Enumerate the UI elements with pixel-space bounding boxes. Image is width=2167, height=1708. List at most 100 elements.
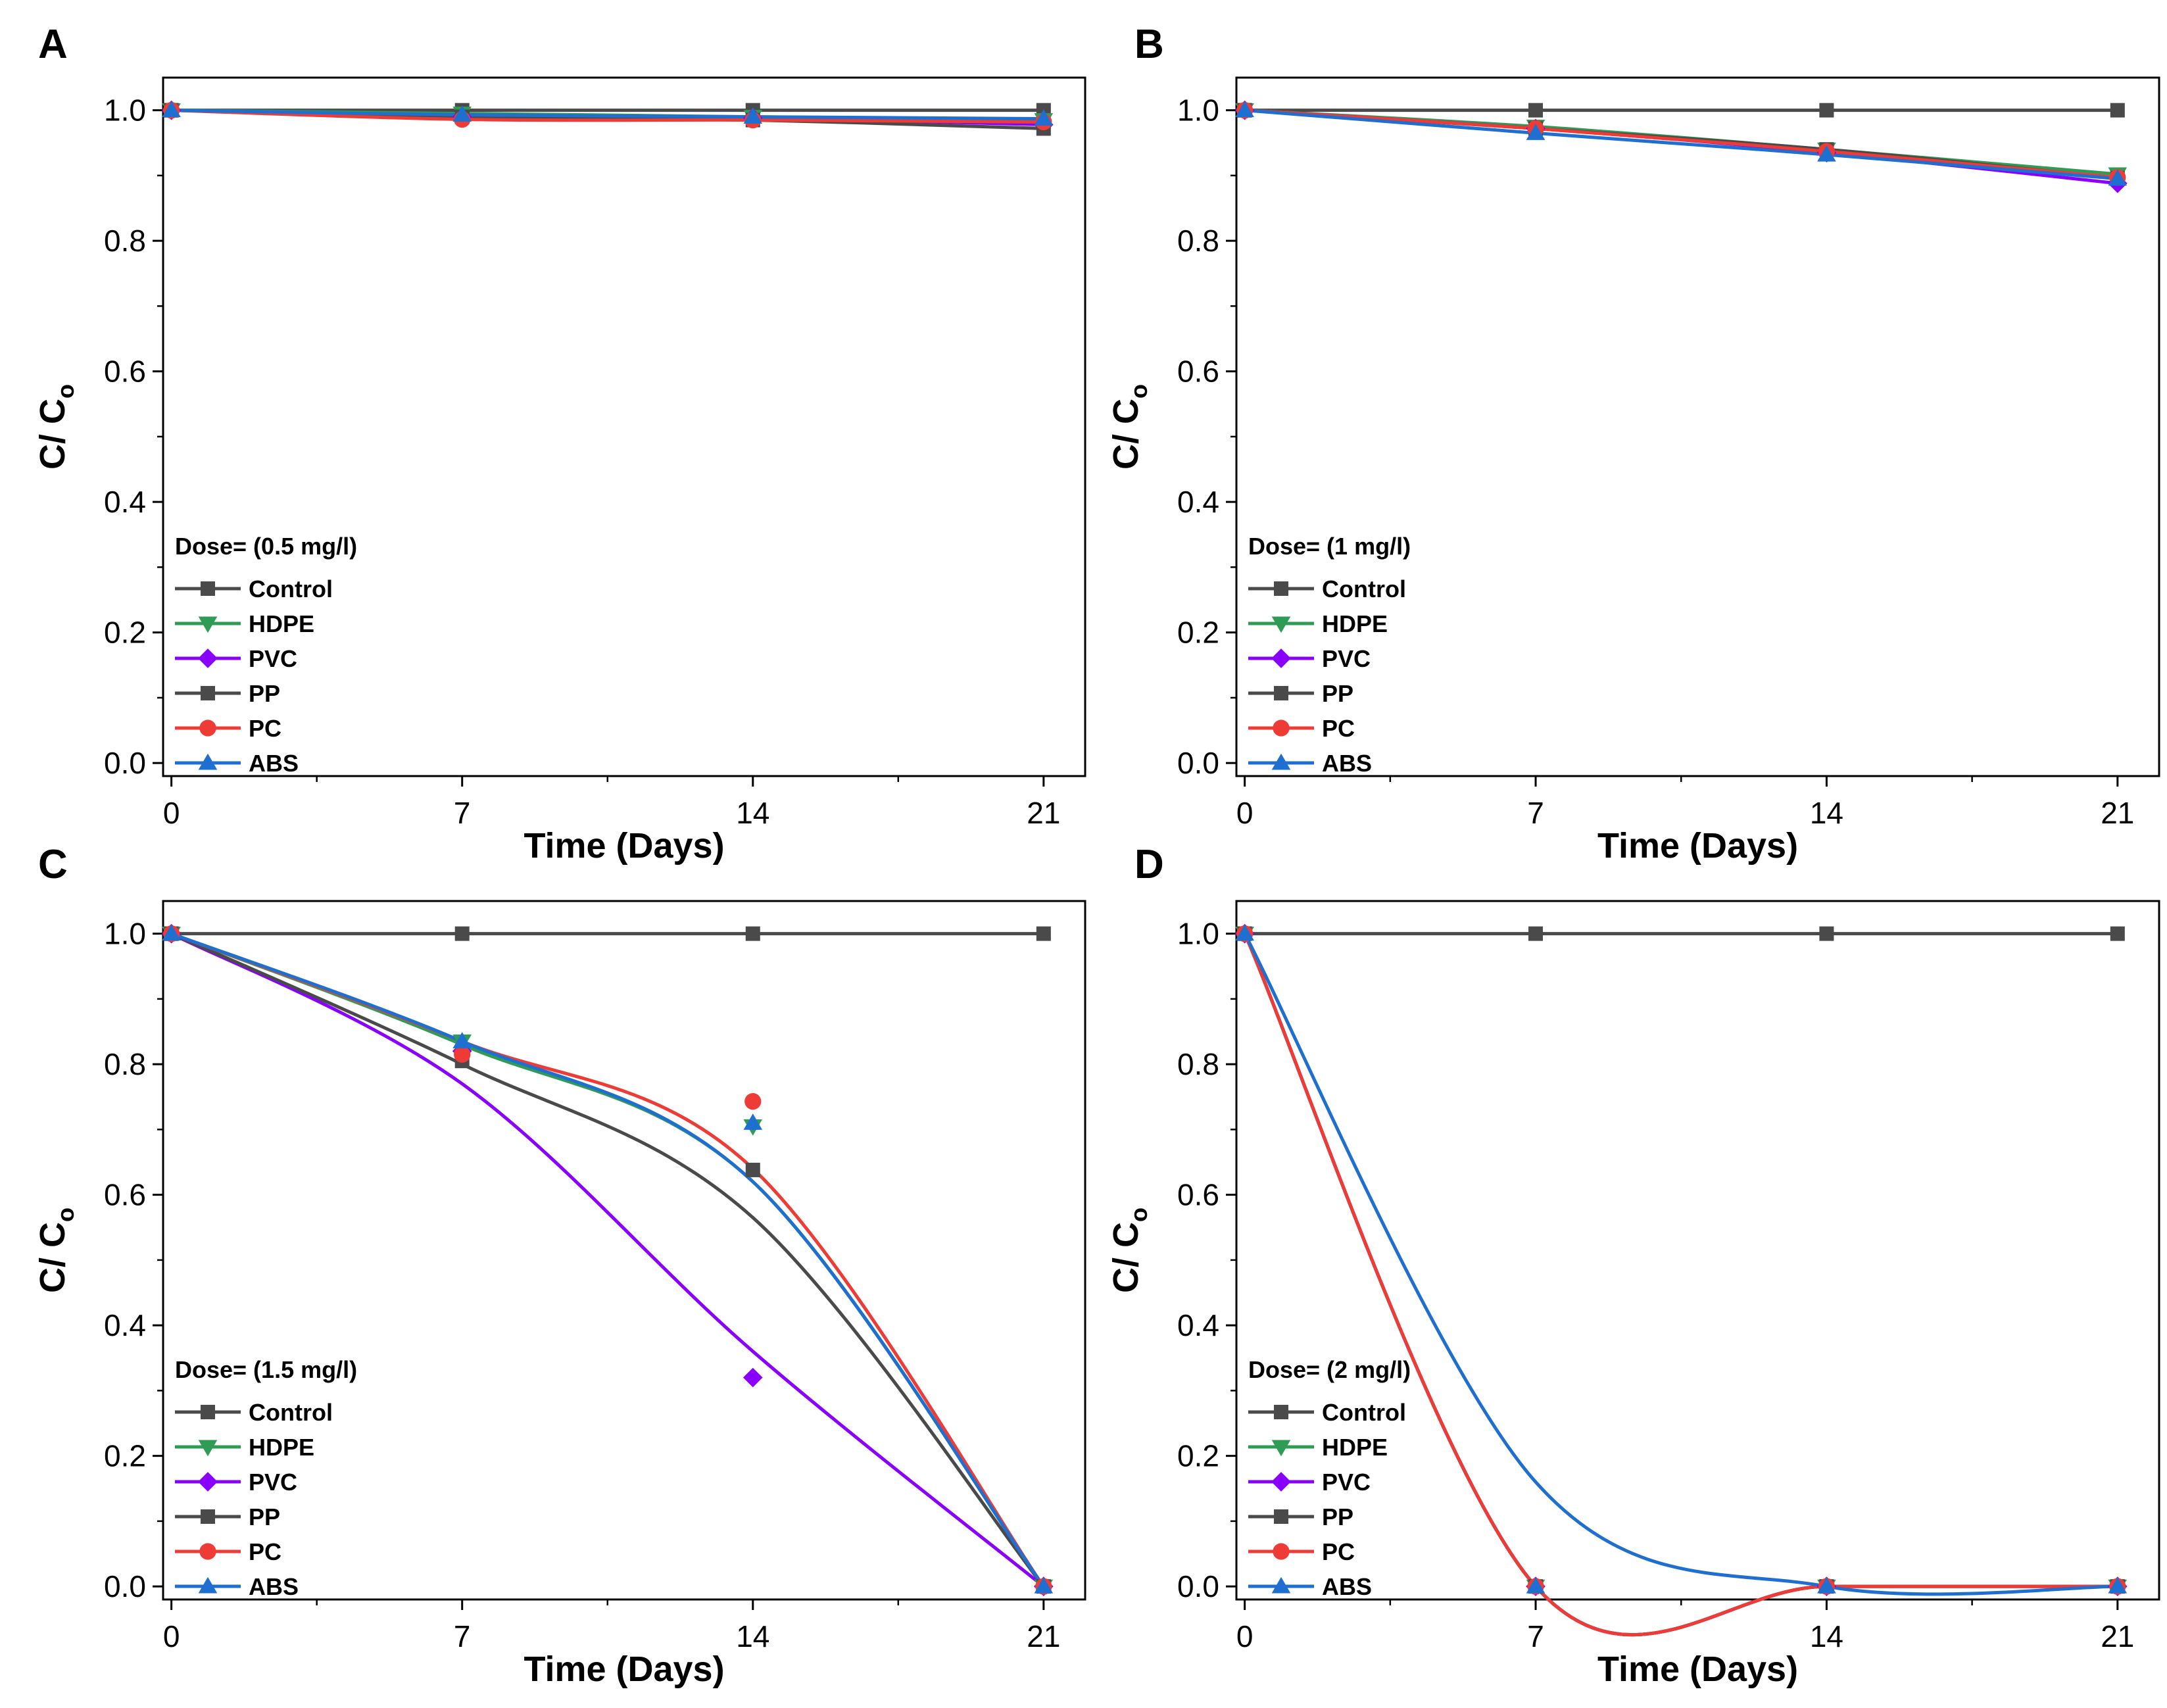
y-tick-label: 0.2 [1177,616,1219,650]
legend-item-abs: ABS [175,750,299,777]
legend-label: PVC [249,645,297,672]
y-axis-title: C/ Co [33,1208,79,1293]
legend-title: Dose= (1 mg/l) [1248,533,1411,560]
legend-label: PC [1322,1538,1355,1565]
legend-item-pvc: PVC [175,1469,297,1496]
series-line-hdpe [170,932,1045,1588]
y-axis-title-main: C/ C [1106,399,1146,470]
y-tick-label: 1.0 [104,917,146,951]
plot-frame [1235,76,2160,777]
y-tick-label: 0.8 [104,1047,146,1081]
legend-swatch-marker [201,686,215,700]
data-point-pc [454,1046,471,1063]
legend-swatch-marker [199,720,216,737]
legend: Dose= (0.5 mg/l) Control HDPE PVC PP PC ABS [175,533,357,777]
y-tick-label: 1.0 [1177,93,1219,128]
legend: Dose= (1 mg/l) Control HDPE PVC PP PC ABS [1248,533,1411,777]
chart-panel-d: D 0.0 0.2 0.4 0.6 0.8 1.0 0 7 14 21 Time (Days) C/ C… [1106,842,2160,1689]
x-axis-title: Time (Days) [1597,1649,1798,1689]
series-line-pp [1243,933,2118,1637]
legend-swatch-marker [198,616,218,633]
x-axis-title: Time (Days) [523,1649,724,1689]
data-point-control [1819,103,1834,118]
y-tick-label: 0.6 [104,354,146,389]
y-tick-label: 0.6 [104,1178,146,1212]
legend-item-hdpe: HDPE [1248,610,1388,637]
y-axis-title-main: C/ C [1106,1222,1146,1293]
data-point-pvc [743,1367,763,1388]
data-point-control [1528,926,1544,941]
data-point-abs [162,924,181,941]
legend-label: Control [249,575,333,602]
legend-label: Control [249,1399,333,1426]
legend-swatch-marker [1273,1543,1290,1560]
legend-item-abs: ABS [1248,1573,1372,1600]
y-axis-title: C/ Co [33,384,79,470]
data-point-abs [1235,101,1254,118]
panel-letter: B [1134,22,1164,67]
x-axis: 0 7 14 21 [1236,1599,2134,1653]
legend-swatch-marker [1274,1509,1288,1524]
legend-item-pc: PC [1248,715,1355,742]
data-point-abs [452,105,472,122]
series-lines [171,109,1044,130]
y-tick-label: 0.0 [1177,746,1219,780]
x-tick-label: 0 [163,796,180,830]
data-point-control [1819,926,1834,941]
data-point-control [1036,926,1051,941]
legend-swatch-marker [1274,686,1288,700]
legend-swatch-marker [198,753,218,770]
panel-letter: D [1134,842,1164,887]
y-tick-label: 0.2 [104,1439,146,1473]
data-point-pc [744,1093,762,1110]
series-line-abs [1243,933,2118,1596]
data-point-abs [1034,1576,1054,1594]
legend-label: PVC [1322,645,1371,672]
y-axis-title-subscript: o [52,1208,79,1222]
legend-label: PP [1322,680,1353,707]
y-tick-label: 0.8 [104,224,146,258]
y-tick-label: 0.8 [1177,1047,1219,1081]
data-point-abs [1526,1576,1546,1594]
legend-swatch-marker [1271,1440,1291,1457]
legend-label: HDPE [1322,1434,1388,1461]
legend-label: Control [1322,575,1406,602]
legend-item-pc: PC [1248,1538,1355,1565]
y-tick-label: 0.4 [104,485,146,519]
legend-label: PVC [1322,1469,1371,1496]
series-line-abs [171,109,1044,120]
series-line-pc [1243,933,2118,1637]
series-line-pc [170,932,1045,1588]
legend-swatch-marker [198,1576,218,1594]
data-point-abs [1817,1576,1836,1594]
y-axis: 0.0 0.2 0.4 0.6 0.8 1.0 [1177,93,1236,780]
legend-label: HDPE [1322,610,1388,637]
data-point-abs [743,1113,763,1130]
legend-item-pp: PP [1248,680,1353,707]
data-point-control [745,926,760,941]
legend-label: PC [249,1538,281,1565]
legend-swatch-marker [1271,1576,1291,1594]
data-point-abs [1817,145,1836,162]
y-tick-label: 0.0 [104,1569,146,1603]
legend-swatch-marker [1271,1472,1291,1492]
legend-item-control: Control [1248,575,1406,602]
data-point-pp [745,1162,760,1177]
data-point-control [454,926,470,941]
legend-swatch-marker [1274,1405,1288,1419]
data-point-abs [452,1032,472,1048]
y-tick-label: 0.4 [1177,1308,1219,1342]
x-axis: 0 7 14 21 [163,776,1060,830]
legend-swatch-marker [201,1509,215,1524]
y-axis: 0.0 0.2 0.4 0.6 0.8 1.0 [104,917,163,1603]
legend-item-pc: PC [175,1538,281,1565]
legend-title: Dose= (2 mg/l) [1248,1356,1411,1383]
series-lines [170,932,1045,1588]
series-line-pvc [1243,933,2118,1637]
series-line-pvc [170,932,1045,1588]
chart-panel-a: A 0.0 0.2 0.4 0.6 0.8 1.0 0 7 14 21 Time (Days) C/ C… [33,22,1086,866]
series-markers [1234,100,2128,193]
y-axis-title-subscript: o [1125,1208,1152,1222]
x-tick-label: 14 [1810,1619,1843,1653]
